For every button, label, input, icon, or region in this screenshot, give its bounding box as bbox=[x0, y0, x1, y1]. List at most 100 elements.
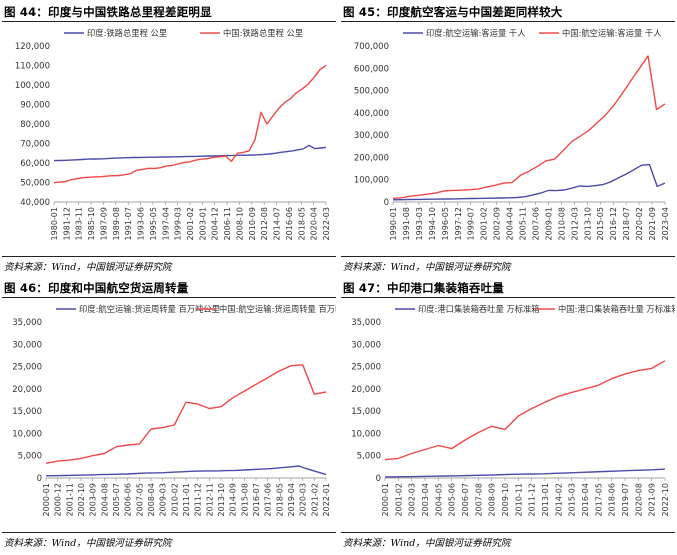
x-tick-label: 2016-12 bbox=[609, 207, 618, 240]
x-tick-label: 2009-10 bbox=[501, 483, 510, 516]
y-tick-label: 400,000 bbox=[354, 109, 389, 119]
legend-label: 印度:铁路总里程 公里 bbox=[87, 28, 167, 38]
x-tick-label: 1991-07 bbox=[124, 207, 133, 240]
y-tick-label: 10,000 bbox=[12, 429, 42, 439]
x-tick-label: 1983-11 bbox=[75, 207, 84, 240]
y-tick-label: 90,000 bbox=[20, 101, 50, 111]
chart-title: 图 47：中印港口集装箱吞吐量 bbox=[343, 281, 505, 295]
x-tick-label: 2006-06 bbox=[124, 483, 133, 516]
x-tick-label: 1987-09 bbox=[99, 207, 108, 240]
y-tick-label: 80,000 bbox=[20, 120, 50, 130]
y-tick-label: 0 bbox=[384, 198, 389, 208]
x-tick-label: 2020-08 bbox=[634, 483, 643, 516]
chart-panel-46: 图 46：印度和中国航空货运周转量 0 5,000 10,000 15,000 20,0… bbox=[2, 278, 336, 555]
x-tick-label: 2008-09 bbox=[488, 483, 497, 516]
x-tick-label: 2020-04 bbox=[310, 207, 319, 240]
x-tick-label: 2010-09 bbox=[248, 207, 257, 240]
y-tick-label: 5,000 bbox=[357, 452, 381, 462]
x-tick-label: 2012-08 bbox=[260, 207, 269, 240]
x-tick-label: 1994-10 bbox=[428, 207, 437, 240]
legend-label: 中国:港口集装箱吞吐量 万标准箱 bbox=[558, 304, 675, 314]
x-tick-label: 2010-11 bbox=[514, 483, 523, 516]
x-tick-label: 2022-10 bbox=[661, 483, 670, 516]
x-tick-label: 2017-05 bbox=[594, 483, 603, 516]
legend-label: 中国:航空运输:货运周转量 百万吨公里 bbox=[219, 304, 336, 314]
y-tick-label: 110,000 bbox=[15, 62, 50, 72]
x-tick-label: 2011-01 bbox=[182, 483, 191, 516]
x-tick-label: 2005-06 bbox=[448, 483, 457, 516]
x-tick-label: 2003-01 bbox=[198, 207, 207, 240]
legend-label: 印度:港口集装箱吞吐量 万标准箱 bbox=[418, 304, 540, 314]
y-tick-label: 120,000 bbox=[15, 42, 50, 52]
title-divider bbox=[341, 21, 675, 22]
legend-label: 印度:航空运输:货运周转量 百万吨公里 bbox=[79, 304, 220, 314]
line-chart: 0 5,000 10,000 15,000 20,000 25,000 30,000 35,0… bbox=[351, 304, 675, 516]
x-tick-label: 2022-03 bbox=[322, 207, 331, 240]
x-tick-label: 1996-05 bbox=[441, 207, 450, 240]
x-tick-label: 2004-05 bbox=[434, 483, 443, 516]
x-tick-label: 2023-04 bbox=[661, 207, 670, 240]
y-tick-label: 0 bbox=[37, 474, 42, 484]
x-tick-label: 2006-07 bbox=[461, 483, 470, 516]
x-tick-label: 2018-06 bbox=[608, 483, 617, 516]
y-tick-label: 300,000 bbox=[354, 131, 389, 141]
x-tick-label: 2002-09 bbox=[493, 207, 502, 240]
source-note: 资料来源：Wind，中国银河证券研究院 bbox=[343, 538, 511, 549]
x-tick-label: 1990-01 bbox=[389, 207, 398, 240]
y-tick-label: 25,000 bbox=[12, 363, 42, 373]
x-tick-label: 2003-04 bbox=[421, 483, 430, 516]
x-tick-label: 1999-03 bbox=[174, 207, 183, 240]
x-tick-label: 2001-02 bbox=[186, 207, 195, 240]
x-tick-label: 2017-06 bbox=[264, 483, 273, 516]
y-tick-label: 50,000 bbox=[20, 179, 50, 189]
x-tick-label: 2006-11 bbox=[223, 207, 232, 240]
chart-title: 图 46：印度和中国航空货运周转量 bbox=[4, 281, 189, 295]
chart-panel-47: 图 47：中印港口集装箱吞吐量 0 5,000 10,000 15,000 20,000… bbox=[341, 278, 675, 555]
x-tick-label: 2015-05 bbox=[596, 207, 605, 240]
x-tick-label: 2010-02 bbox=[170, 483, 179, 516]
x-tick-label: 2016-04 bbox=[581, 483, 590, 516]
x-tick-label: 2019-07 bbox=[621, 483, 630, 516]
y-tick-label: 35,000 bbox=[351, 318, 381, 328]
series-line-china bbox=[384, 360, 666, 461]
x-tick-label: 2004-12 bbox=[211, 207, 220, 240]
y-tick-label: 15,000 bbox=[351, 407, 381, 417]
y-tick-label: 15,000 bbox=[12, 407, 42, 417]
x-tick-label: 2012-11 bbox=[205, 483, 214, 516]
x-tick-label: 2018-05 bbox=[297, 207, 306, 240]
x-tick-label: 2022-01 bbox=[322, 483, 331, 516]
chart-panel-45: 图 45：印度航空客运与中国差距同样较大 0 100,000 200,000 300,… bbox=[341, 2, 675, 279]
y-tick-label: 10,000 bbox=[351, 429, 381, 439]
y-tick-label: 60,000 bbox=[20, 159, 50, 169]
x-tick-label: 2013-01 bbox=[541, 483, 550, 516]
y-tick-label: 0 bbox=[376, 474, 381, 484]
y-tick-label: 100,000 bbox=[15, 81, 50, 91]
x-tick-label: 1991-08 bbox=[402, 207, 411, 240]
x-tick-label: 2010-08 bbox=[557, 207, 566, 240]
y-tick-label: 70,000 bbox=[20, 140, 50, 150]
x-tick-label: 2016-07 bbox=[252, 483, 261, 516]
x-tick-label: 2002-10 bbox=[77, 483, 86, 516]
x-tick-label: 2000-01 bbox=[42, 483, 51, 516]
x-tick-label: 2014-09 bbox=[229, 483, 238, 516]
x-tick-label: 2018-05 bbox=[275, 483, 284, 516]
x-tick-label: 1985-10 bbox=[87, 207, 96, 240]
series-line-india bbox=[53, 144, 327, 162]
x-tick-label: 2013-10 bbox=[583, 207, 592, 240]
y-tick-label: 500,000 bbox=[354, 87, 389, 97]
x-tick-label: 2011-12 bbox=[528, 483, 537, 516]
y-tick-label: 35,000 bbox=[12, 318, 42, 328]
source-note: 资料来源：Wind，中国银河证券研究院 bbox=[343, 262, 511, 273]
line-chart: 0 100,000 200,000 300,000 400,000 500,000 600,… bbox=[354, 28, 670, 240]
x-tick-label: 2012-03 bbox=[570, 207, 579, 240]
x-tick-label: 2001-02 bbox=[394, 483, 403, 516]
y-tick-label: 30,000 bbox=[351, 340, 381, 350]
legend-label: 印度:航空运输:客运量 千人 bbox=[426, 28, 526, 38]
series-line-india bbox=[392, 163, 666, 201]
x-tick-label: 2005-11 bbox=[519, 207, 528, 240]
legend-label: 中国:航空运输:客运量 千人 bbox=[562, 28, 662, 38]
x-tick-label: 1993-03 bbox=[415, 207, 424, 240]
chart-title: 图 45：印度航空客运与中国差距同样较大 bbox=[343, 5, 563, 19]
y-tick-label: 30,000 bbox=[12, 340, 42, 350]
x-tick-label: 1993-06 bbox=[137, 207, 146, 240]
